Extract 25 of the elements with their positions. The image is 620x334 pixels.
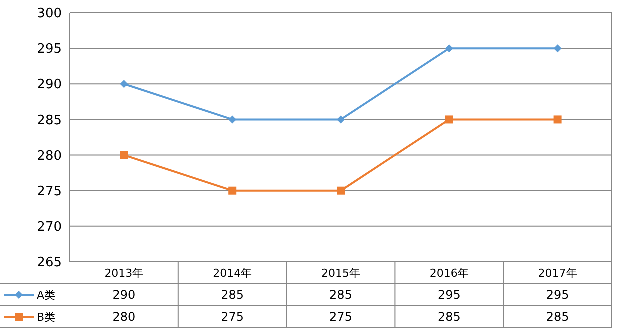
y-tick-label: 290 (37, 78, 62, 93)
data-label: 285 (330, 288, 352, 302)
x-tick-label: 2015年 (322, 266, 360, 280)
y-tick-label: 300 (37, 6, 62, 22)
y-tick-label: 280 (37, 148, 62, 164)
y-tick-label: 270 (37, 220, 62, 235)
legend-label: B类 (37, 310, 56, 324)
y-tick-label: 285 (37, 113, 62, 128)
x-tick-label: 2016年 (430, 266, 469, 280)
x-tick-label: 2013年 (104, 266, 144, 280)
y-tick-label: 265 (37, 256, 62, 271)
data-label: 285 (546, 310, 570, 324)
data-label: 275 (330, 310, 352, 324)
data-label: 295 (438, 288, 461, 302)
data-label: 295 (546, 288, 570, 302)
y-tick-label: 275 (37, 184, 62, 200)
data-label: 280 (112, 310, 136, 324)
data-label: 285 (221, 288, 244, 302)
y-tick-label: 295 (37, 42, 62, 58)
data-label: 285 (438, 310, 461, 324)
x-tick-label: 2017年 (538, 266, 578, 280)
x-tick-label: 2014年 (213, 266, 252, 280)
data-label: 275 (221, 310, 244, 324)
data-label: 290 (112, 288, 136, 302)
legend-label: A类 (37, 288, 56, 302)
